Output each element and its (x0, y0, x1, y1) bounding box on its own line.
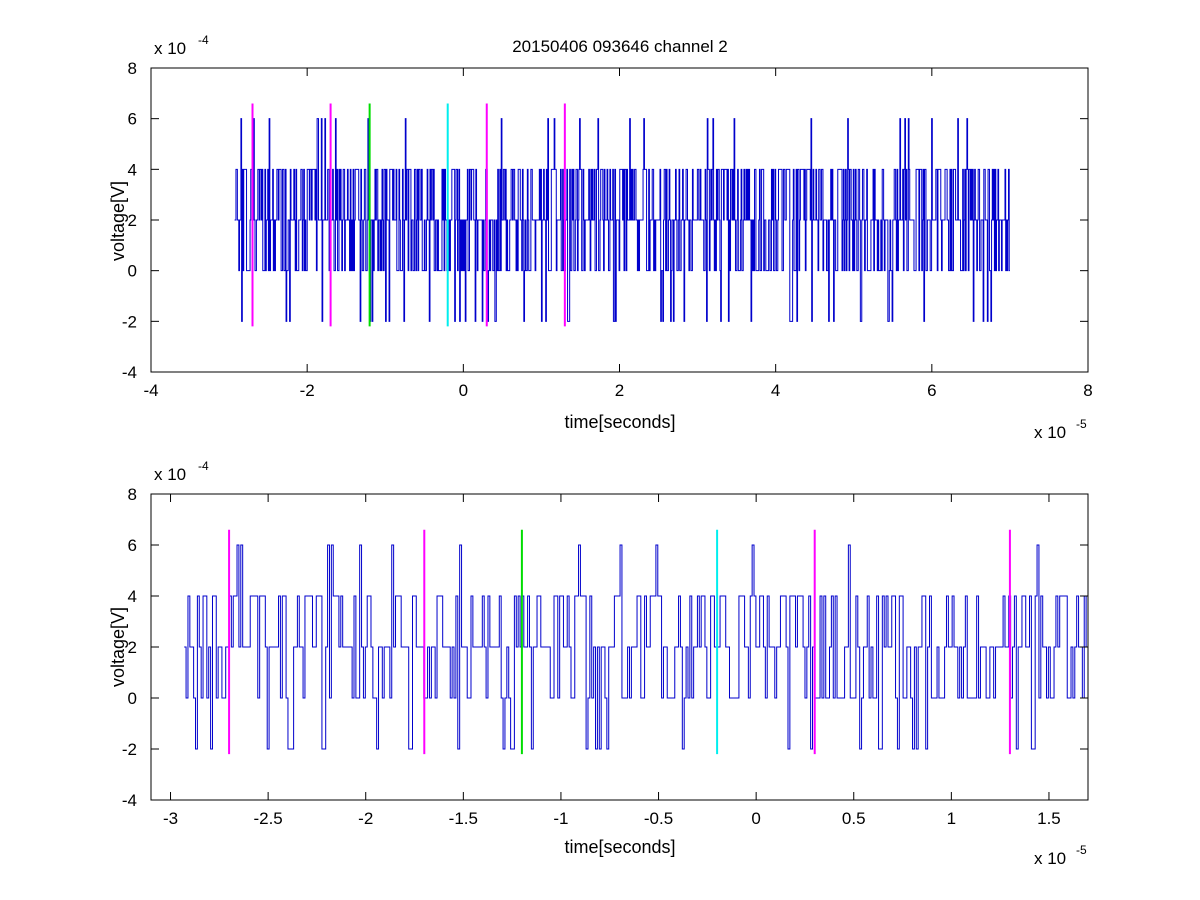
bottom-plot-panel: -3 -2.5 -2 -1.5 -1 -0.5 0 0.5 1 1.5 -4 -2 0 2 4 6 8 time… (108, 459, 1089, 868)
bottom-plot-content (184, 529, 1089, 755)
y-tick-label: -2 (122, 740, 137, 759)
y-tick-label: 6 (128, 110, 137, 129)
chart-title: 20150406 093646 channel 2 (512, 37, 728, 56)
x-tick-label: -2 (300, 381, 315, 400)
x-tick-label: -1.5 (449, 809, 478, 828)
x-tick-label: 1.5 (1037, 809, 1061, 828)
top-x-exponent-label: x 10 -5 (1034, 417, 1087, 442)
bottom-y-axis-label: voltage[V] (108, 607, 128, 687)
x-tick-label: -2 (358, 809, 373, 828)
y-tick-label: 2 (128, 211, 137, 230)
y-tick-label: 6 (128, 536, 137, 555)
bottom-y-exponent-power: -4 (198, 459, 209, 473)
x-tick-label: 2 (615, 381, 624, 400)
x-tick-label: 0.5 (842, 809, 866, 828)
top-y-exponent-base: x 10 (154, 39, 186, 58)
x-tick-label: 6 (927, 381, 936, 400)
top-plot-panel: 20150406 093646 channel 2 -4 -2 0 2 4 6 8 -4 -2 0… (108, 33, 1093, 442)
signal-trace (234, 118, 1010, 322)
y-tick-label: 2 (128, 638, 137, 657)
y-tick-label: 4 (128, 160, 137, 179)
x-tick-label: 1 (947, 809, 956, 828)
x-tick-label: -2.5 (253, 809, 282, 828)
x-tick-label: 0 (459, 381, 468, 400)
x-tick-label: -3 (163, 809, 178, 828)
top-x-exponent-power: -5 (1076, 417, 1087, 431)
top-y-exponent-label: x 10 -4 (154, 33, 209, 58)
bottom-x-exponent-base: x 10 (1034, 849, 1066, 868)
bottom-y-exponent-label: x 10 -4 (154, 459, 209, 484)
x-tick-label: -4 (143, 381, 158, 400)
top-plot-content (234, 103, 1010, 327)
top-x-exponent-base: x 10 (1034, 423, 1066, 442)
top-plot-ticks: -4 -2 0 2 4 6 8 -4 -2 0 2 4 6 8 (122, 59, 1093, 400)
x-tick-label: -1 (553, 809, 568, 828)
x-tick-label: 0 (751, 809, 760, 828)
top-y-exponent-power: -4 (198, 33, 209, 47)
signal-trace (184, 544, 1089, 750)
y-tick-label: 4 (128, 587, 137, 606)
y-tick-label: 0 (128, 262, 137, 281)
bottom-y-exponent-base: x 10 (154, 465, 186, 484)
bottom-plot-ticks: -3 -2.5 -2 -1.5 -1 -0.5 0 0.5 1 1.5 -4 -2 0 2 4 6 8 (122, 485, 1088, 828)
y-tick-label: 8 (128, 485, 137, 504)
bottom-x-axis-label: time[seconds] (564, 837, 675, 857)
bottom-x-exponent-power: -5 (1076, 843, 1087, 857)
y-tick-label: 8 (128, 59, 137, 78)
x-tick-label: -0.5 (644, 809, 673, 828)
bottom-x-exponent-label: x 10 -5 (1034, 843, 1087, 868)
x-tick-label: 4 (771, 381, 780, 400)
y-tick-label: -2 (122, 312, 137, 331)
y-tick-label: 0 (128, 689, 137, 708)
top-x-axis-label: time[seconds] (564, 412, 675, 432)
y-tick-label: -4 (122, 363, 137, 382)
x-tick-label: 8 (1083, 381, 1092, 400)
y-tick-label: -4 (122, 791, 137, 810)
top-y-axis-label: voltage[V] (108, 181, 128, 261)
